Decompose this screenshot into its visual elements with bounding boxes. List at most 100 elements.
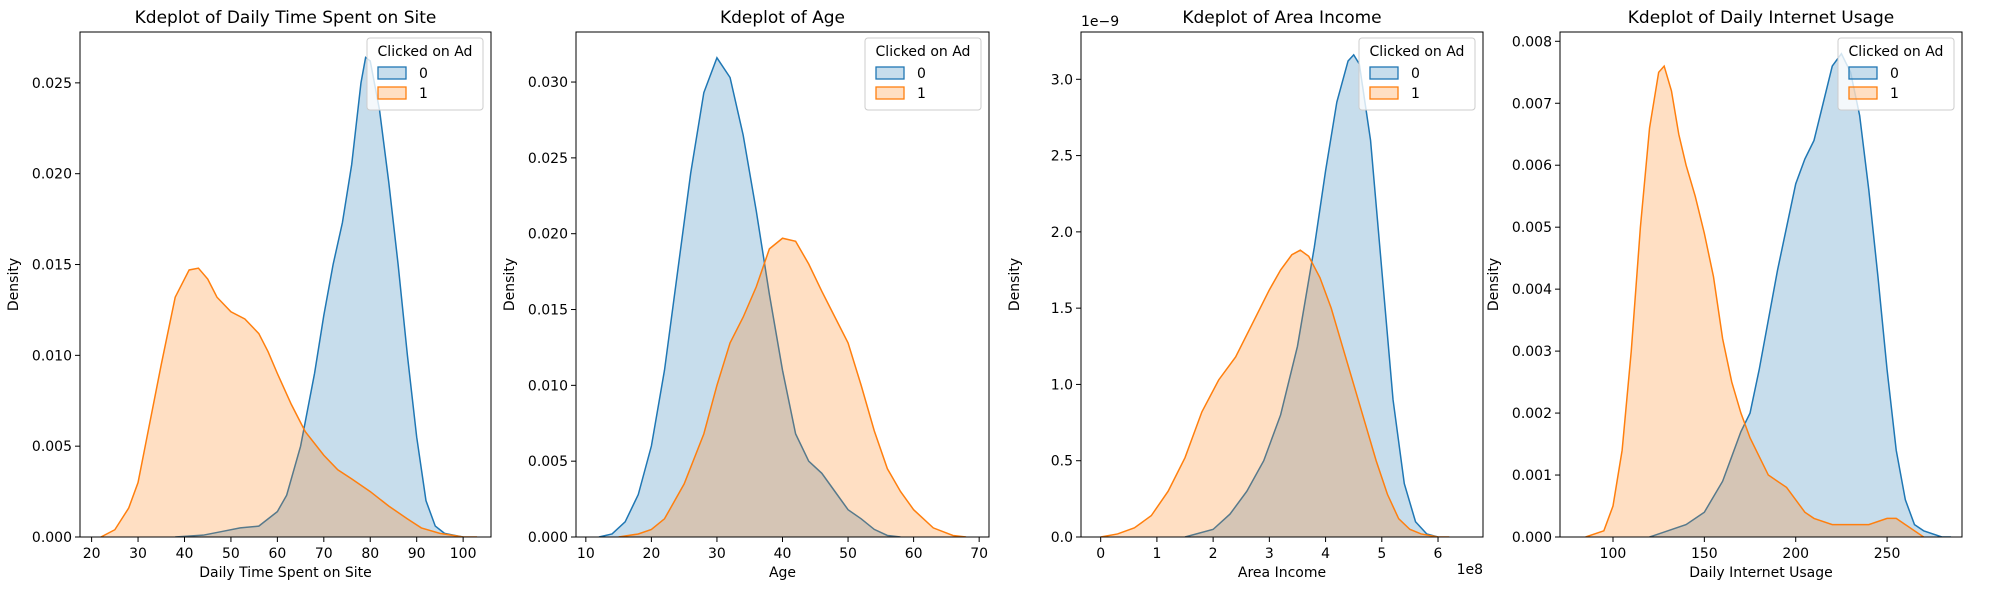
- x-tick-label: 5: [1377, 546, 1386, 562]
- y-offset-text: 1e−9: [1081, 14, 1119, 30]
- y-tick-label: 0.020: [528, 227, 568, 243]
- legend-entry-1: 1: [1411, 86, 1420, 102]
- y-tick-label: 0.030: [528, 75, 568, 91]
- legend-swatch-0: [875, 66, 905, 80]
- series-1-area: [1100, 250, 1450, 537]
- y-tick-label: 0.025: [32, 76, 72, 92]
- series-1-line: [100, 267, 478, 537]
- x-tick-label: 200: [1782, 546, 1809, 562]
- series-0-area: [1649, 53, 1952, 537]
- legend-entry-0: 0: [1411, 66, 1420, 82]
- legend-swatch-1: [1369, 86, 1399, 100]
- series-1-area: [100, 268, 478, 537]
- subplot-3: 0 1 2 3 4 5 6 0.0 0.5 1.0 1.5 2.0 2.5 3.0 Kdeplot of A…: [1007, 8, 1484, 581]
- series-0-area: [175, 57, 464, 537]
- legend-title: Clicked on Ad: [1849, 44, 1944, 60]
- legend-box: [1358, 37, 1476, 111]
- y-tick-label: 0.000: [32, 530, 72, 546]
- x-tick-label: 250: [1874, 546, 1901, 562]
- x-axis-label: Age: [769, 565, 796, 581]
- subplots: 20 30 40 50 60 70 80 90 1000.0000.0050.0100.0150…: [6, 8, 1963, 581]
- y-tick-label: 2.5: [1051, 149, 1073, 165]
- y-tick-label: 0.007: [1512, 96, 1552, 112]
- x-offset-text: 1e8: [1457, 562, 1483, 578]
- y-tick-label: 0.001: [1512, 468, 1552, 484]
- legend-swatch-0: [1369, 66, 1399, 80]
- y-tick-label: 0.015: [528, 303, 568, 319]
- series-1-area: [1585, 66, 1924, 537]
- y-tick-label: 0.003: [1512, 344, 1552, 360]
- legend: Clicked on Ad 0 1: [1358, 37, 1476, 111]
- y-axis-label: Density: [1486, 258, 1502, 311]
- legend-swatch-1: [377, 86, 407, 100]
- legend-swatch-1: [1848, 86, 1878, 100]
- x-axis-label: Daily Internet Usage: [1689, 565, 1833, 581]
- x-tick-label: 3: [1265, 546, 1274, 562]
- x-tick-label: 70: [315, 546, 333, 562]
- chart-title: Kdeplot of Age: [720, 8, 845, 28]
- series-0-area: [1185, 54, 1439, 537]
- axes-frame: [79, 31, 492, 538]
- y-tick-label: 0.025: [528, 151, 568, 167]
- x-tick-label: 1: [1152, 546, 1161, 562]
- x-tick-label: 40: [176, 546, 194, 562]
- x-tick-label: 70: [970, 546, 988, 562]
- y-axis-label: Density: [502, 258, 518, 311]
- y-tick-label: 0.005: [32, 439, 72, 455]
- legend-swatch-0: [1848, 66, 1878, 80]
- x-tick-label: 4: [1321, 546, 1330, 562]
- y-tick-label: 0.002: [1512, 406, 1552, 422]
- legend-entry-0: 0: [917, 66, 926, 82]
- y-tick-label: 0.000: [1512, 530, 1552, 546]
- chart-title: Kdeplot of Daily Internet Usage: [1628, 8, 1894, 28]
- x-tick-label: 30: [129, 546, 147, 562]
- x-tick-label: 20: [83, 546, 101, 562]
- series-1-line: [1585, 64, 1925, 537]
- series-1-area: [618, 238, 967, 537]
- y-tick-label: 0.5: [1051, 454, 1073, 470]
- x-tick-label: 100: [450, 546, 477, 562]
- legend-box: [1837, 37, 1955, 111]
- y-tick-label: 2.0: [1051, 225, 1073, 241]
- y-tick-label: 0.004: [1512, 282, 1552, 298]
- x-tick-label: 150: [1691, 546, 1718, 562]
- y-tick-label: 0.015: [32, 258, 72, 274]
- x-tick-label: 10: [577, 546, 595, 562]
- y-tick-label: 0.005: [1512, 220, 1552, 236]
- legend-box: [366, 37, 484, 111]
- x-tick-label: 2: [1209, 546, 1218, 562]
- x-axis-label: Area Income: [1238, 565, 1326, 581]
- subplot-2: 10 20 30 40 50 60 700.0000.0050.0100.0150.0200…: [502, 8, 990, 581]
- subplot-4: 100 150 200 250 0.000 0.001 0.002 0.003 0.004 0.0…: [1486, 8, 1963, 581]
- legend-title: Clicked on Ad: [1370, 44, 1465, 60]
- legend: Clicked on Ad 0 1: [366, 37, 484, 111]
- x-axis-label: Daily Time Spent on Site: [199, 565, 372, 581]
- y-tick-label: 0.005: [528, 454, 568, 470]
- axes-frame: [1080, 31, 1484, 538]
- y-tick-label: 0.010: [528, 378, 568, 394]
- y-tick-label: 3.0: [1051, 72, 1073, 88]
- y-tick-label: 1.5: [1051, 301, 1073, 317]
- y-tick-label: 0.020: [32, 167, 72, 183]
- series-1-line: [1100, 249, 1450, 537]
- y-tick-label: 0.0: [1051, 530, 1073, 546]
- y-axis-label: Density: [6, 258, 22, 311]
- x-tick-label: 40: [774, 546, 792, 562]
- legend-swatch-0: [377, 66, 407, 80]
- x-tick-label: 100: [1600, 546, 1627, 562]
- legend-entry-0: 0: [1890, 66, 1899, 82]
- y-tick-label: 1.0: [1051, 377, 1073, 393]
- x-tick-label: 90: [408, 546, 426, 562]
- legend-box: [864, 37, 982, 111]
- axes-frame: [1559, 31, 1963, 538]
- legend: Clicked on Ad 0 1: [1837, 37, 1955, 111]
- y-tick-label: 0.010: [32, 348, 72, 364]
- chart-title: Kdeplot of Daily Time Spent on Site: [135, 8, 437, 28]
- series-1-line: [618, 237, 967, 537]
- y-tick-label: 0.008: [1512, 34, 1552, 50]
- y-tick-label: 0.000: [528, 530, 568, 546]
- legend-entry-1: 1: [917, 86, 926, 102]
- legend-entry-1: 1: [1890, 86, 1899, 102]
- legend-swatch-1: [875, 86, 905, 100]
